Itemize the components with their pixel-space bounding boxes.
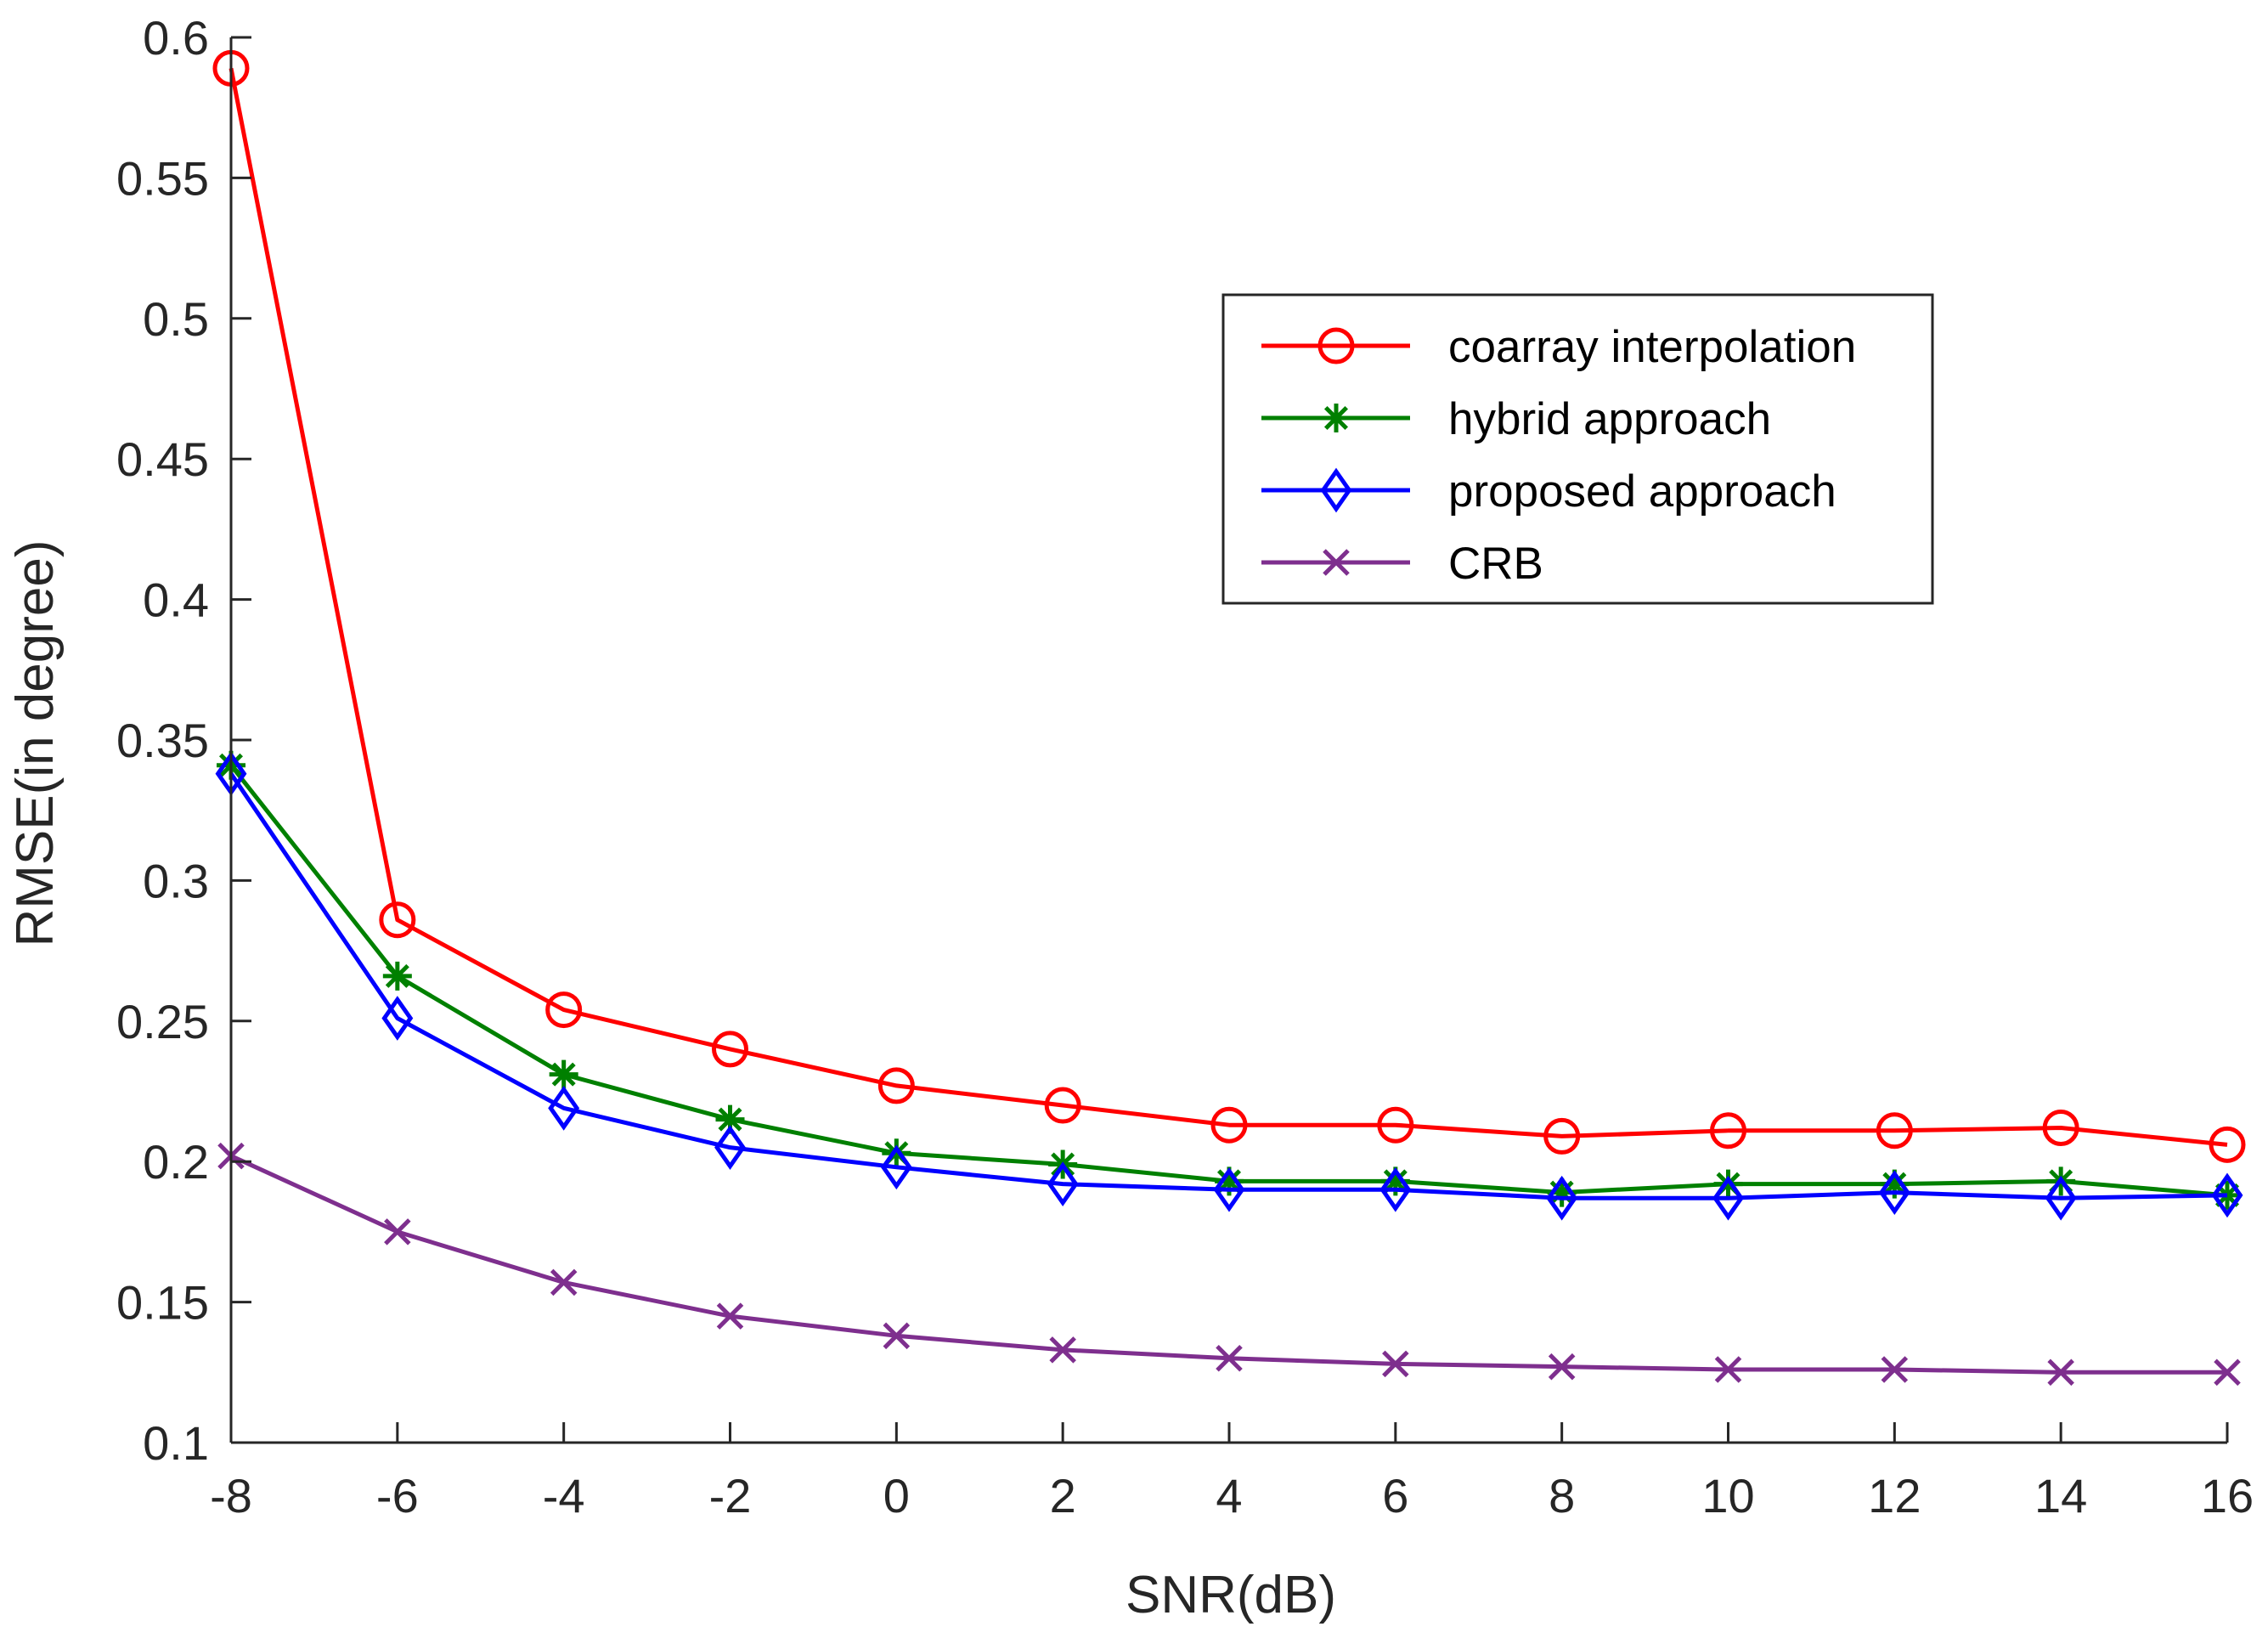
x-tick-label: 6	[1382, 1469, 1408, 1522]
x-tick-label: -2	[709, 1469, 752, 1522]
legend: coarray interpolation hybrid approach prop…	[1221, 293, 1934, 605]
legend-marker	[1323, 549, 1350, 576]
x-tick-label: 14	[2034, 1469, 2087, 1522]
x-tick-label: 10	[1701, 1469, 1754, 1522]
x-tick-label: -4	[543, 1469, 585, 1522]
data-point	[1380, 1166, 1410, 1196]
data-point	[1713, 1169, 1743, 1199]
data-point	[1049, 1336, 1076, 1364]
data-point	[712, 1031, 748, 1068]
legend-label: hybrid approach	[1448, 394, 1771, 444]
data-point	[548, 1085, 580, 1131]
plot-area	[231, 37, 2227, 1443]
legend-item: coarray interpolation	[1261, 322, 1856, 372]
y-tick-label: 0.25	[116, 995, 209, 1048]
data-point	[2047, 1358, 2074, 1387]
data-point	[2211, 1172, 2243, 1218]
x-tick-label: -8	[210, 1469, 252, 1522]
x-tick-label: 4	[1216, 1469, 1242, 1522]
data-point	[1714, 1356, 1742, 1383]
data-point	[382, 961, 412, 991]
series-crb	[217, 1142, 2241, 1387]
data-point	[1379, 1166, 1412, 1212]
x-tick-label: 16	[2201, 1469, 2254, 1522]
legend-label: coarray interpolation	[1448, 322, 1856, 372]
legend-item: proposed approach	[1261, 466, 1836, 517]
data-point	[545, 991, 583, 1029]
y-tick-label: 0.35	[116, 714, 209, 767]
series-line	[228, 67, 2228, 1147]
data-point	[1878, 1170, 1910, 1215]
x-tick-label: 2	[1050, 1469, 1076, 1522]
data-point	[1044, 1087, 1081, 1124]
y-tick-label: 0.55	[116, 151, 209, 205]
data-point	[1710, 1112, 1746, 1149]
legend-label: CRB	[1448, 539, 1543, 589]
data-point	[379, 901, 416, 939]
series-proposed-approach	[215, 751, 2243, 1221]
data-point	[1881, 1356, 1909, 1383]
data-point	[1210, 1106, 1248, 1144]
data-point	[883, 1322, 911, 1350]
y-tick-label: 0.5	[143, 292, 209, 346]
data-point	[1215, 1166, 1244, 1196]
y-tick-label: 0.15	[116, 1276, 209, 1330]
data-point	[1876, 1112, 1913, 1149]
x-tick-label: 8	[1549, 1469, 1575, 1522]
data-point	[1712, 1175, 1744, 1221]
data-point	[2209, 1126, 2246, 1163]
series-layer	[212, 49, 2246, 1387]
data-point	[880, 1144, 912, 1190]
x-tick-label: 0	[883, 1469, 910, 1522]
plot-background	[231, 37, 2227, 1443]
data-point	[550, 1268, 578, 1296]
data-point	[2214, 1358, 2241, 1387]
x-axis-title: SNR(dB)	[1126, 1566, 1336, 1624]
data-point	[1047, 1161, 1079, 1207]
x-tick-label: 12	[1868, 1469, 1921, 1522]
data-point	[1216, 1344, 1243, 1372]
data-point	[1213, 1166, 1245, 1212]
data-point	[715, 1104, 745, 1134]
data-point	[2045, 1175, 2077, 1221]
legend-item: hybrid approach	[1261, 394, 1771, 444]
series-line	[228, 772, 2228, 1200]
data-point	[1543, 1117, 1581, 1155]
data-point	[877, 1067, 915, 1104]
data-point	[714, 1125, 746, 1171]
y-tick-label: 0.3	[143, 854, 209, 907]
legend-marker	[1320, 467, 1352, 513]
data-point	[1880, 1169, 1910, 1199]
data-point	[2042, 1110, 2079, 1147]
legend-label: proposed approach	[1448, 466, 1836, 517]
data-point	[1548, 1353, 1576, 1381]
x-tick-label: -6	[376, 1469, 419, 1522]
legend-marker	[1317, 327, 1355, 364]
data-point	[716, 1302, 744, 1330]
legend-item: CRB	[1261, 539, 1543, 589]
y-tick-label: 0.45	[116, 432, 209, 486]
y-tick-label: 0.2	[143, 1135, 209, 1189]
legend-marker	[1322, 404, 1351, 432]
y-tick-label: 0.1	[143, 1416, 209, 1470]
data-point	[549, 1059, 578, 1089]
data-point	[1547, 1178, 1577, 1207]
data-point	[882, 1138, 911, 1168]
y-tick-label: 0.4	[143, 573, 209, 627]
axes-layer: -8 -6 -4 -2 0 2 4 6 8 10 12 14 16 0.1 0.15 0.2 0.25 0.3 0.…	[116, 11, 2254, 1522]
data-point	[1377, 1106, 1414, 1144]
y-axis-title: RMSE(in degree)	[6, 540, 65, 947]
data-point	[1546, 1175, 1578, 1221]
data-point	[384, 1218, 411, 1245]
y-tick-label: 0.6	[143, 11, 209, 65]
data-point	[1382, 1350, 1409, 1378]
data-point	[381, 996, 414, 1041]
